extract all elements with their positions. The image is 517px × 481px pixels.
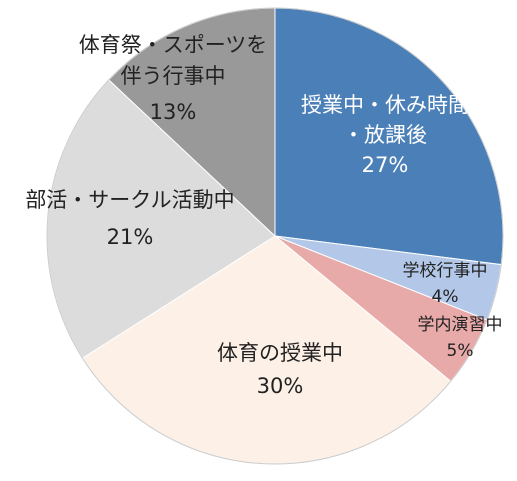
pie-slices	[46, 7, 504, 465]
slice-label-line: 部活・サークル活動中	[25, 188, 234, 212]
slice-label-line: 伴う行事中	[121, 64, 226, 88]
slice-label-line: 体育祭・スポーツを	[79, 33, 268, 57]
slice-value: 13%	[150, 100, 197, 124]
slice-label-0: 授業中・休み時間・放課後 27%	[301, 93, 469, 177]
slice-label-line: 学校行事中	[403, 261, 488, 281]
slice-label-line: 体育の授業中	[217, 341, 343, 365]
slice-label-line: ・放課後	[343, 123, 427, 147]
slice-label-4: 部活・サークル活動中 21%	[25, 188, 234, 249]
pie-labels: 授業中・休み時間・放課後 27% 学校行事中 4% 学内演習中 5% 体育の授業中 30% 部活…	[25, 33, 502, 398]
slice-label-3: 体育の授業中 30%	[217, 341, 343, 398]
slice-value: 5%	[447, 341, 474, 361]
slice-value: 27%	[362, 153, 409, 177]
slice-label-2: 学内演習中 5%	[418, 315, 503, 361]
slice-value: 30%	[257, 374, 304, 398]
pie-outline	[46, 7, 504, 465]
slice-value: 4%	[432, 287, 459, 307]
slice-value: 21%	[107, 225, 154, 249]
slice-label-5: 体育祭・スポーツを伴う行事中 13%	[79, 33, 268, 124]
slice-label-1: 学校行事中 4%	[403, 261, 488, 307]
slice-label-line: 授業中・休み時間	[301, 93, 469, 117]
slice-label-line: 学内演習中	[418, 315, 503, 335]
